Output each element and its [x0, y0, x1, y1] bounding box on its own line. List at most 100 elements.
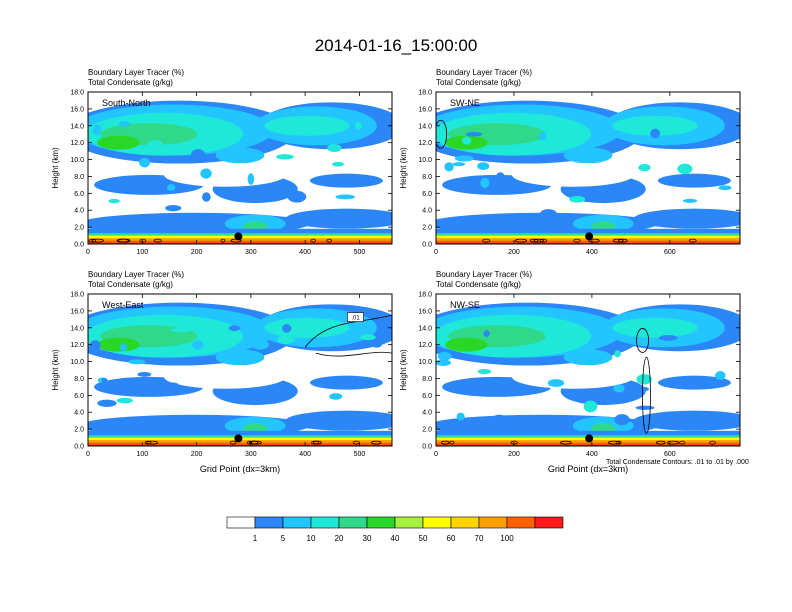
x-tick-label: 0 — [434, 451, 438, 458]
condensate-contour — [310, 238, 316, 243]
field-speckle — [118, 121, 131, 127]
field-speckle — [682, 198, 698, 203]
condensate-contours — [436, 119, 697, 243]
x-axis-label: Grid Point (dx=3km) — [548, 464, 628, 474]
colorbar-swatch — [450, 516, 480, 529]
field-speckle — [444, 162, 454, 172]
panel-name-text: SW-NE — [450, 98, 480, 108]
y-tick-label: 8.0 — [422, 174, 432, 181]
condensate-contour — [607, 440, 621, 445]
condensate-contours — [144, 314, 392, 445]
field-speckle — [128, 359, 146, 365]
colorbar-swatch — [478, 516, 508, 529]
field-speckle — [650, 128, 661, 139]
field-speckle — [477, 368, 492, 375]
condensate-contour — [539, 238, 548, 243]
y-tick-label: 18.0 — [418, 292, 432, 299]
mid-cloud-east — [309, 375, 383, 390]
colorbar-swatch — [506, 516, 536, 529]
x-tick-label: 0 — [86, 451, 90, 458]
condensate-contour — [636, 328, 649, 353]
y-tick-label: 10.0 — [418, 157, 432, 164]
colorbar-label: 40 — [391, 534, 400, 543]
y-axis-label: Height (km) — [399, 147, 408, 189]
panel-south-north: Boundary Layer Tracer (%)Total Condensat… — [51, 68, 393, 256]
panel-subtitle-tracer: Boundary Layer Tracer (%) — [436, 270, 532, 279]
clear-gap — [512, 162, 634, 187]
colorbar-label: 20 — [335, 534, 344, 543]
y-tick-label: 18.0 — [418, 90, 432, 97]
condensate-contour — [139, 238, 147, 243]
condensate-contour — [533, 238, 544, 243]
panel-name: South-North — [102, 98, 151, 108]
x-axis-label: Grid Point (dx=3km) — [200, 464, 280, 474]
field-speckle — [192, 340, 204, 350]
lower-cloud-east — [633, 410, 740, 431]
y-tick-label: 18.0 — [70, 292, 84, 299]
boundary-layer-band — [88, 442, 392, 446]
y-tick-label: 16.0 — [70, 308, 84, 315]
colorbar-swatch — [394, 516, 424, 529]
field-speckle — [370, 338, 383, 348]
x-tick-label: 400 — [299, 249, 311, 256]
y-tick-label: 14.0 — [418, 325, 432, 332]
condensate-contour — [91, 238, 104, 243]
y-tick-label: 0.0 — [422, 242, 432, 249]
condensate-contour — [116, 238, 130, 243]
y-tick-label: 6.0 — [74, 393, 84, 400]
upper-cloud-inner-east — [264, 115, 350, 136]
y-tick-label: 4.0 — [422, 410, 432, 417]
condensate-contour — [371, 440, 382, 445]
field-speckle — [146, 140, 164, 152]
condensate-contour — [326, 238, 332, 243]
upper-cloud-inner-east — [612, 115, 698, 136]
colorbar-swatch — [422, 516, 452, 529]
upper-cloud-inner-east — [264, 317, 350, 338]
clear-gap — [164, 162, 286, 187]
plot-frame — [87, 293, 393, 447]
y-tick-label: 4.0 — [74, 410, 84, 417]
tracer-field — [436, 92, 740, 244]
y-tick-label: 14.0 — [70, 325, 84, 332]
colorbar-swatch — [226, 516, 256, 529]
condensate-contour — [248, 440, 259, 445]
x-tick-label: 100 — [136, 249, 148, 256]
condensate-contour — [615, 440, 622, 445]
colorbar-label: 60 — [447, 534, 456, 543]
condensate-contour — [88, 238, 96, 243]
condensate-contour — [220, 238, 226, 243]
field-speckle — [119, 343, 128, 352]
field-speckle — [452, 162, 466, 167]
mid-cloud-cell — [215, 147, 265, 164]
field-speckle — [202, 192, 211, 202]
field-speckle — [277, 335, 295, 345]
site-marker — [234, 232, 243, 241]
field-speckle — [327, 143, 342, 153]
panel-subtitle-condensate: Total Condensate (g/kg) — [436, 78, 521, 87]
field-speckle — [170, 328, 191, 333]
condensate-contour — [481, 238, 491, 243]
tracer-field — [88, 294, 392, 446]
condensate-contour — [617, 238, 628, 243]
y-tick-label: 14.0 — [418, 123, 432, 130]
condensate-contours — [88, 238, 332, 243]
contour-label-text: .01 — [351, 316, 360, 322]
x-tick-label: 500 — [354, 249, 366, 256]
condensate-contour — [588, 238, 600, 243]
field-speckle — [483, 330, 490, 338]
panels: Boundary Layer Tracer (%) Total Condensat… — [51, 68, 741, 474]
field-speckle — [480, 177, 490, 188]
field-speckle — [496, 172, 505, 182]
x-tick-label: 200 — [191, 451, 203, 458]
field-speckle — [139, 157, 151, 168]
colorbar-swatch — [534, 516, 564, 529]
tracer-field — [88, 92, 392, 244]
lower-cloud-east — [633, 208, 740, 229]
field-speckle — [116, 397, 133, 404]
field-speckle — [354, 121, 362, 130]
x-tick-label: 200 — [508, 451, 520, 458]
field-speckle — [287, 190, 307, 203]
y-tick-label: 0.0 — [74, 242, 84, 249]
field-speckle — [228, 325, 240, 332]
upper-cloud-peak — [97, 135, 140, 150]
